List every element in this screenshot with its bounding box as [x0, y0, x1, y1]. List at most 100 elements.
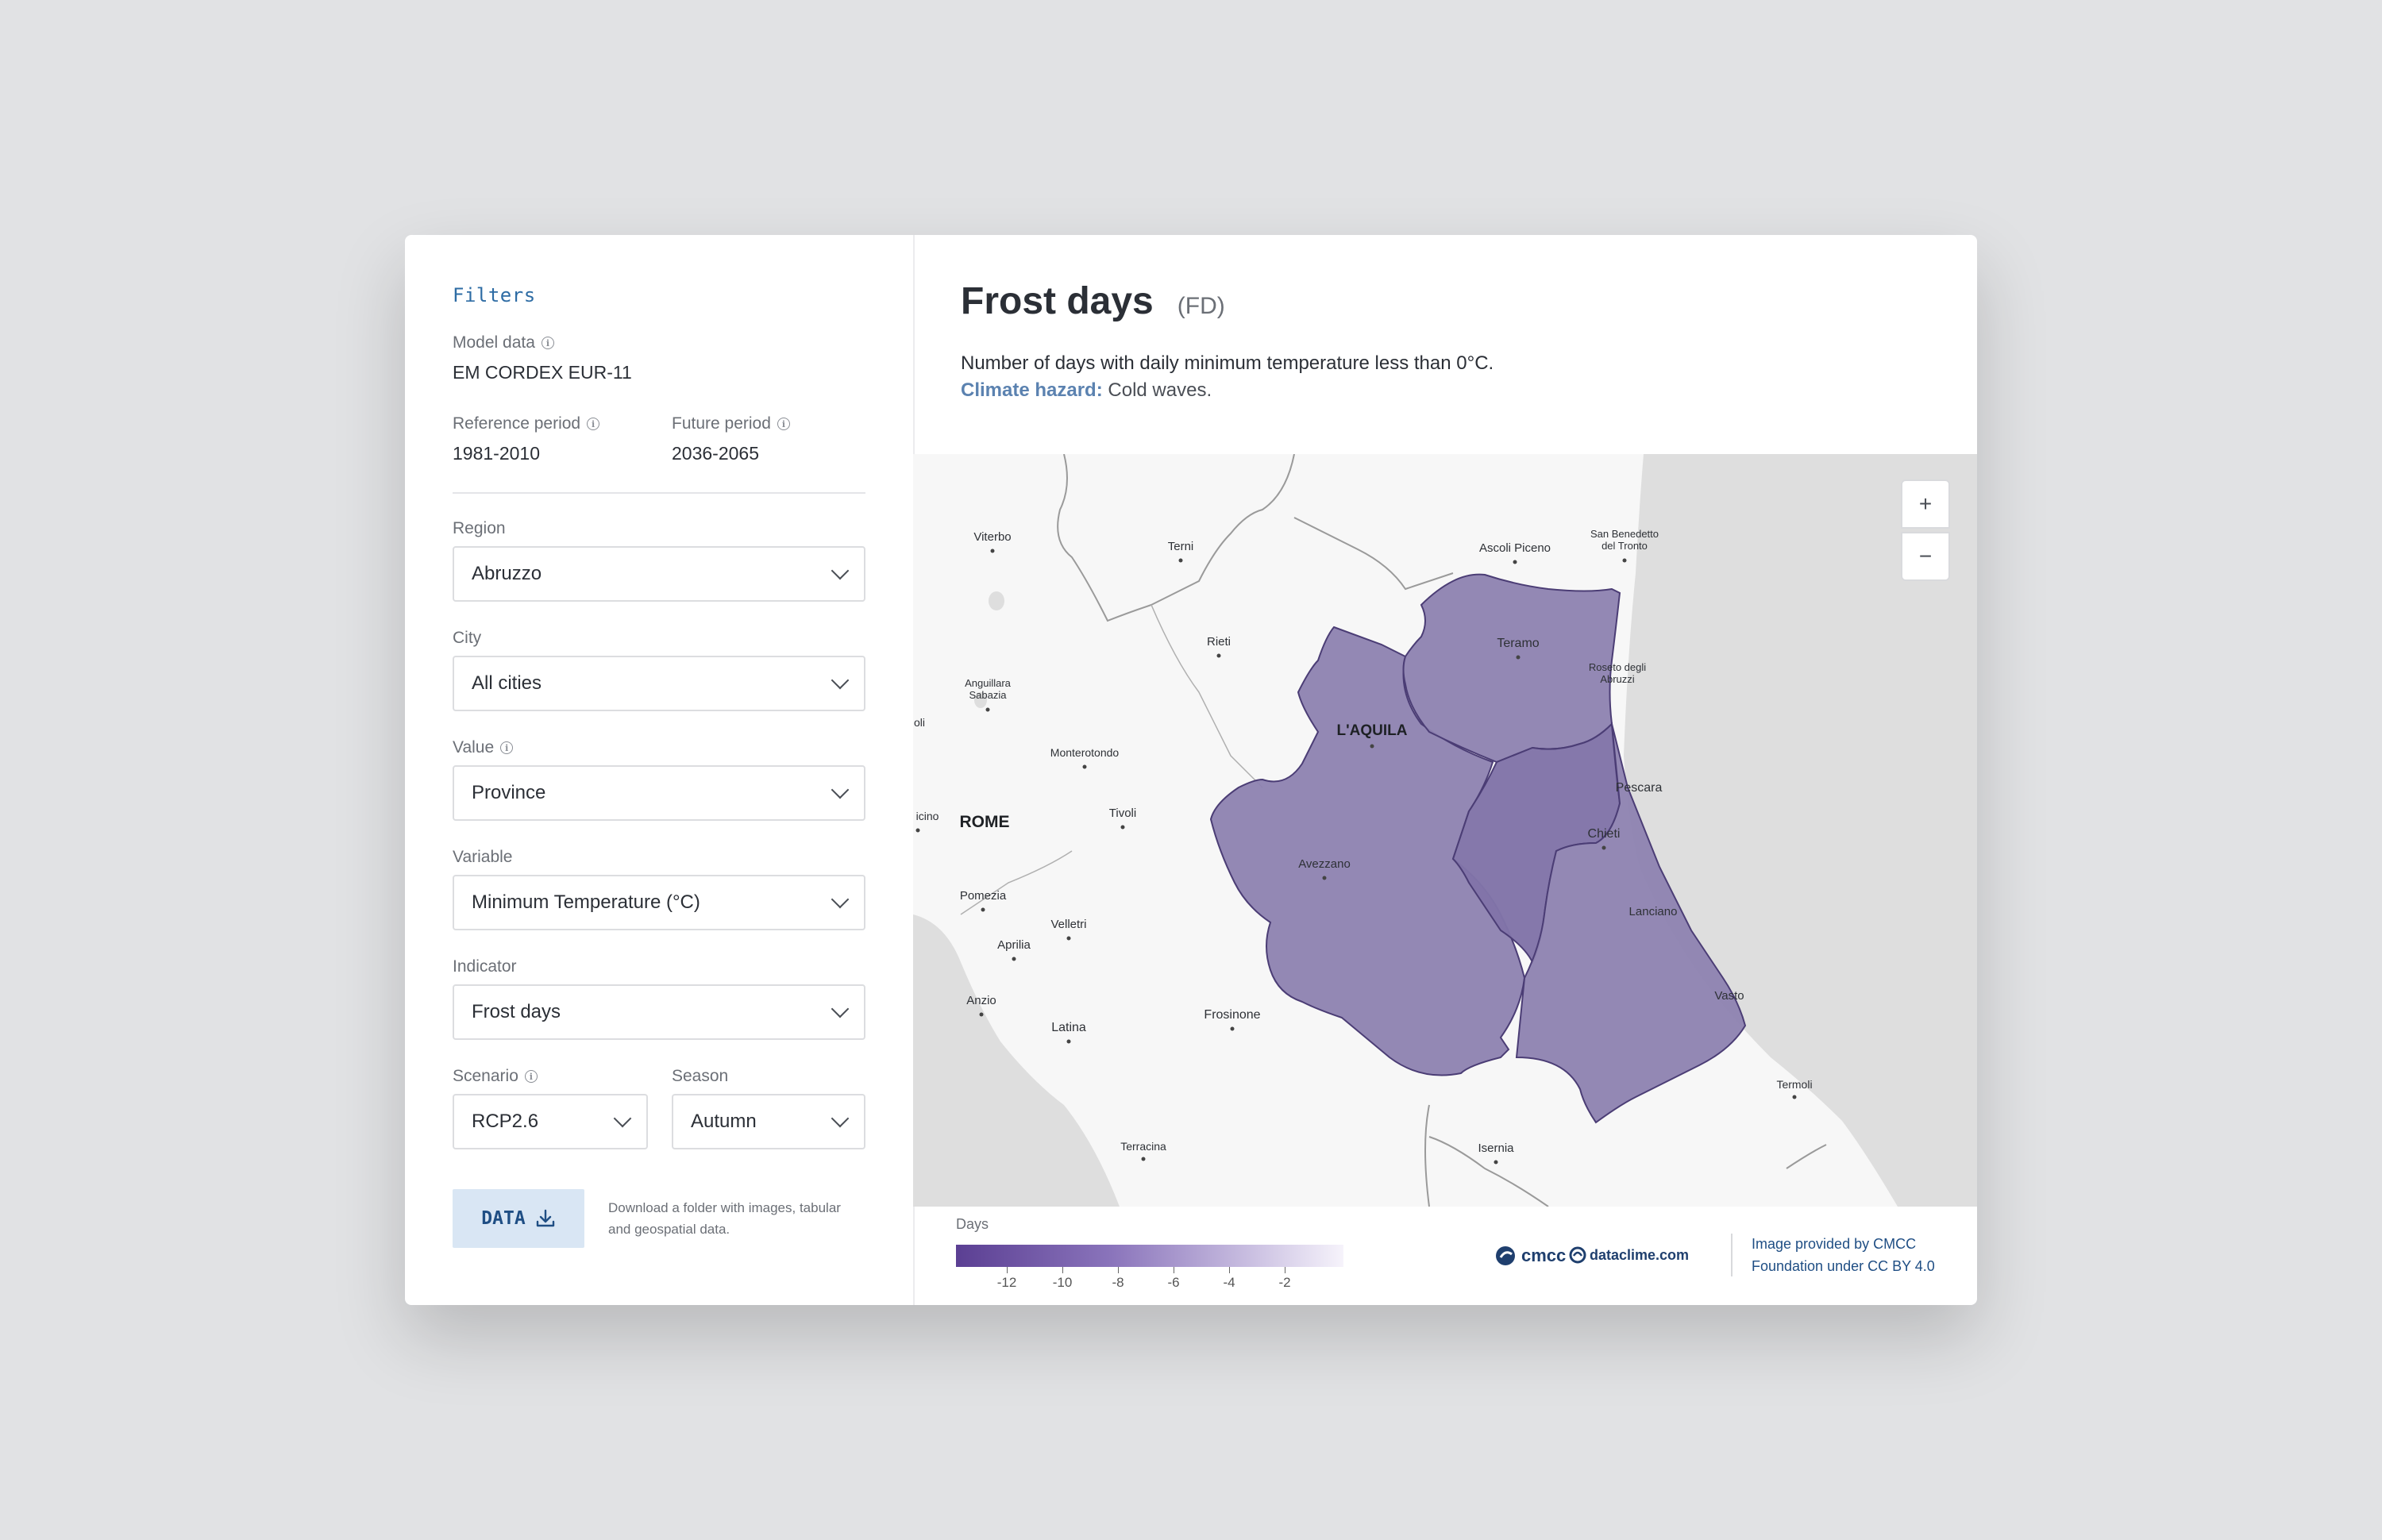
season-select[interactable]: Autumn [672, 1094, 865, 1149]
city-label: Avezzano [1298, 857, 1351, 871]
legend-colorbar [956, 1245, 1343, 1267]
city-label: Teramo [1497, 637, 1540, 650]
city-dot [1601, 845, 1606, 850]
city-label: Anguillara Sabazia [965, 677, 1011, 701]
city-label: Roseto degli Abruzzi [1588, 661, 1647, 685]
city-label: Rieti [1206, 635, 1231, 649]
city-label: oli [913, 716, 926, 729]
legend-title: Days [956, 1216, 989, 1232]
province-chieti [1515, 723, 1747, 1124]
city-label: Chieti [1587, 827, 1621, 841]
indicator-code: (FD) [1177, 293, 1225, 319]
city-dot [1516, 655, 1521, 660]
chevron-down-icon [831, 1109, 850, 1128]
city-dot [1012, 957, 1016, 961]
info-icon[interactable]: i [524, 1070, 538, 1083]
data-button-description: Download a folder with images, tabular a… [608, 1200, 841, 1238]
filters-panel: Filters Model data i EM CORDEX EUR-11 Re… [405, 235, 915, 1305]
city-select[interactable]: All cities [453, 656, 865, 711]
dataclime-logo[interactable]: dataclime.com [1569, 1246, 1689, 1264]
variable-label: Variable [453, 848, 513, 866]
zoom-out-button[interactable]: − [1901, 532, 1950, 581]
city-label: Tivoli [1108, 807, 1137, 820]
model-data-label: Model data i [453, 333, 554, 352]
model-data-value: EM CORDEX EUR-11 [453, 362, 632, 383]
map-basemap [913, 454, 1977, 1207]
city-dot [1082, 764, 1087, 769]
city-dot [979, 1012, 984, 1017]
region-select[interactable]: Abruzzo [453, 546, 865, 602]
info-icon[interactable]: i [541, 337, 554, 349]
season-label: Season [672, 1067, 729, 1085]
city-label: icino [915, 810, 939, 822]
city-dot [1322, 876, 1327, 880]
city-dot [1494, 1160, 1498, 1165]
city-dot [1370, 744, 1374, 749]
chevron-down-icon [831, 999, 850, 1018]
city-label: Velletri [1050, 918, 1087, 931]
city-dot [981, 907, 985, 912]
cmcc-logo[interactable]: cmcc [1494, 1245, 1566, 1267]
info-icon[interactable]: i [587, 418, 600, 430]
legend-tick-label: -8 [1112, 1275, 1124, 1290]
data-download-button[interactable]: DATA [453, 1189, 584, 1248]
variable-select[interactable]: Minimum Temperature (°C) [453, 875, 865, 930]
legend-tick-label: -10 [1052, 1275, 1073, 1290]
filters-heading: Filters [453, 284, 536, 306]
city-dot [985, 707, 990, 712]
city-dot [1120, 825, 1125, 830]
zoom-in-button[interactable]: + [1901, 479, 1950, 529]
city-label: Frosinone [1204, 1008, 1261, 1022]
chevron-down-icon [613, 1109, 632, 1128]
city-label: Termoli [1776, 1078, 1813, 1091]
city-dot [1622, 558, 1627, 563]
value-select[interactable]: Province [453, 765, 865, 821]
city-dot [1216, 653, 1221, 658]
download-icon [536, 1209, 554, 1227]
data-button-label: DATA [481, 1208, 526, 1229]
city-label: Monterotondo [1050, 746, 1120, 759]
province-teramo [1402, 573, 1621, 764]
scenario-select[interactable]: RCP2.6 [453, 1094, 648, 1149]
info-icon[interactable]: i [777, 418, 790, 430]
city-dot [915, 828, 920, 833]
city-label: San Benedetto del Tronto [1590, 528, 1659, 552]
chevron-down-icon [831, 890, 850, 909]
indicator-select[interactable]: Frost days [453, 984, 865, 1040]
map-view[interactable]: Viterbo Terni Ascoli Piceno San Benedett… [913, 454, 1977, 1207]
reference-period-value: 1981-2010 [453, 443, 540, 464]
city-dot [1066, 1039, 1071, 1044]
city-label: Isernia [1478, 1142, 1514, 1155]
dataclime-logo-icon [1569, 1246, 1586, 1264]
city-dot [1141, 1157, 1146, 1161]
city-label: L'AQUILA [1336, 722, 1408, 739]
legend-tick-label: -6 [1167, 1275, 1180, 1290]
city-label: Terracina [1120, 1140, 1166, 1153]
climate-hazard-value: Cold waves. [1108, 379, 1212, 401]
indicator-label: Indicator [453, 957, 517, 976]
chevron-down-icon [831, 780, 850, 799]
city-dot [1066, 936, 1071, 941]
city-dot [1792, 1095, 1797, 1099]
city-dot [1178, 558, 1183, 563]
city-label: Anzio [966, 994, 996, 1007]
legend: Days -12 -10 -8 -6 -4 -2 [956, 1216, 1353, 1290]
page-title: Frost days [961, 280, 1154, 322]
footer-divider [1731, 1234, 1733, 1276]
indicator-description: Number of days with daily minimum temper… [961, 352, 1494, 374]
legend-tick [1007, 1267, 1008, 1273]
city-label: Vasto [1714, 989, 1744, 1003]
chevron-down-icon [831, 671, 850, 690]
image-credit: Image provided by CMCC Foundation under … [1752, 1236, 1935, 1274]
chevron-down-icon [831, 561, 850, 580]
legend-tick-label: -4 [1223, 1275, 1235, 1290]
city-label: Terni [1167, 540, 1194, 553]
legend-tick [1118, 1267, 1119, 1273]
city-label: Lanciano [1628, 905, 1678, 918]
legend-tick [1229, 1267, 1230, 1273]
city-label: Pomezia [959, 889, 1007, 903]
divider [453, 492, 865, 494]
city-label: Viterbo [973, 530, 1012, 544]
city-label: Aprilia [997, 938, 1031, 952]
info-icon[interactable]: i [500, 741, 514, 754]
